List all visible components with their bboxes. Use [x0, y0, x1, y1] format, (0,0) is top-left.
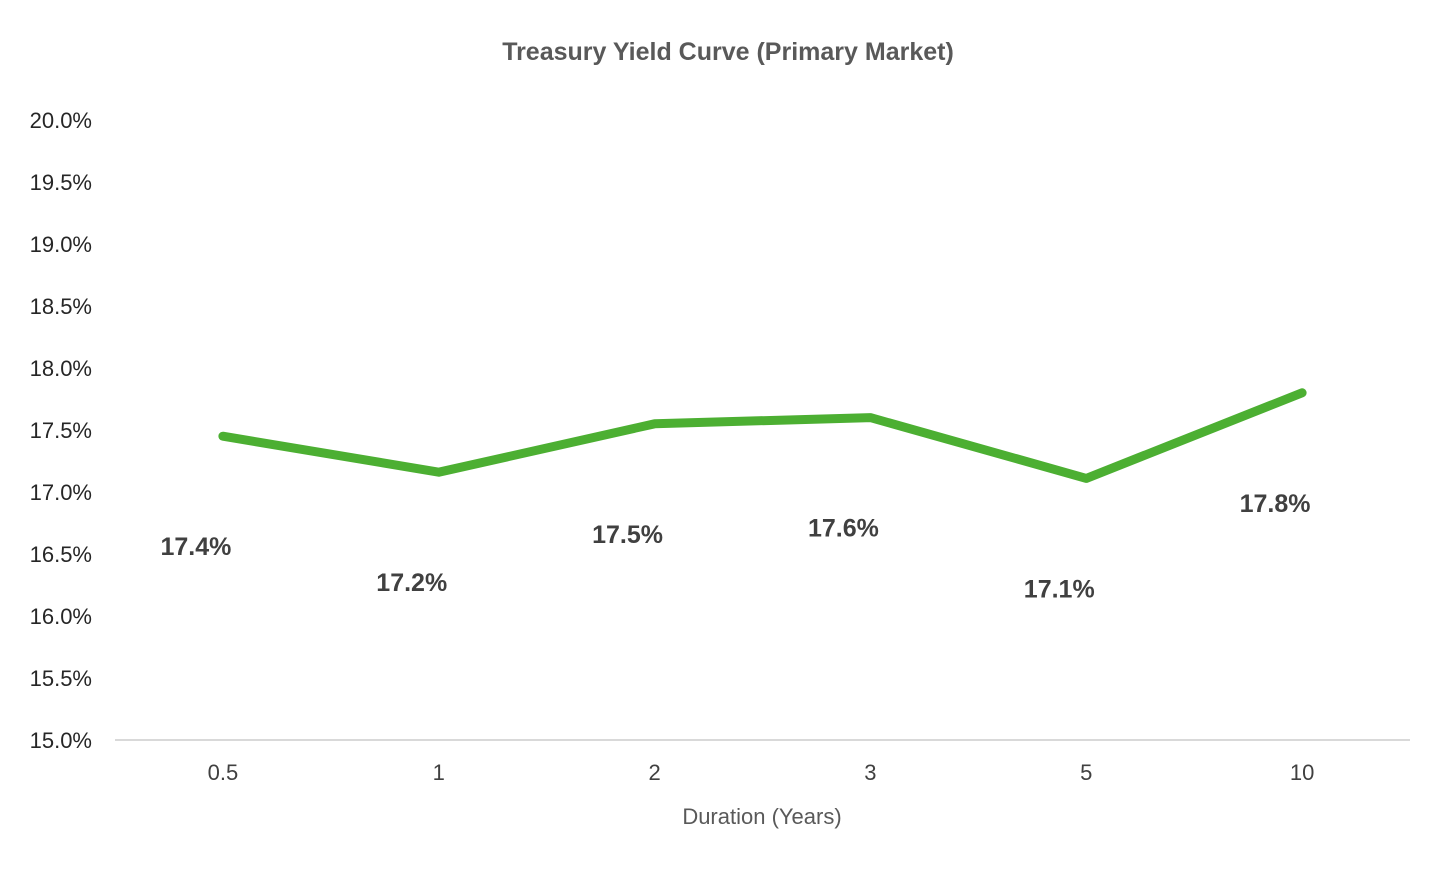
data-labels: 17.4% 17.2% 17.5% 17.6% 17.1% 17.8% — [160, 490, 1310, 604]
y-tick-label: 18.5% — [30, 294, 92, 319]
data-label: 17.6% — [808, 515, 879, 543]
data-label: 17.8% — [1240, 490, 1311, 518]
chart-title: Treasury Yield Curve (Primary Market) — [502, 38, 954, 66]
x-tick-label: 0.5 — [208, 760, 239, 785]
series-line — [218, 388, 1307, 483]
x-tick-label: 5 — [1080, 760, 1092, 785]
y-tick-label: 19.5% — [30, 170, 92, 195]
x-axis-title: Duration (Years) — [682, 804, 841, 829]
y-tick-label: 15.5% — [30, 666, 92, 691]
data-label: 17.2% — [376, 569, 447, 597]
x-tick-label: 1 — [433, 760, 445, 785]
x-tick-label: 3 — [864, 760, 876, 785]
y-tick-label: 16.5% — [30, 542, 92, 567]
x-tick-label: 2 — [648, 760, 660, 785]
y-tick-label: 16.0% — [30, 604, 92, 629]
x-tick-label: 10 — [1290, 760, 1314, 785]
y-tick-label: 18.0% — [30, 356, 92, 381]
y-tick-label: 17.0% — [30, 480, 92, 505]
data-label: 17.1% — [1024, 575, 1095, 603]
y-tick-label: 20.0% — [30, 108, 92, 133]
data-label: 17.4% — [160, 533, 231, 561]
y-tick-label: 19.0% — [30, 232, 92, 257]
x-axis-ticks: 0.5 1 2 3 5 10 — [208, 760, 1315, 785]
y-axis-ticks: 15.0% 15.5% 16.0% 16.5% 17.0% 17.5% 18.0% 18.5%… — [30, 108, 92, 753]
y-tick-label: 15.0% — [30, 728, 92, 753]
y-tick-label: 17.5% — [30, 418, 92, 443]
data-label: 17.5% — [592, 521, 663, 549]
